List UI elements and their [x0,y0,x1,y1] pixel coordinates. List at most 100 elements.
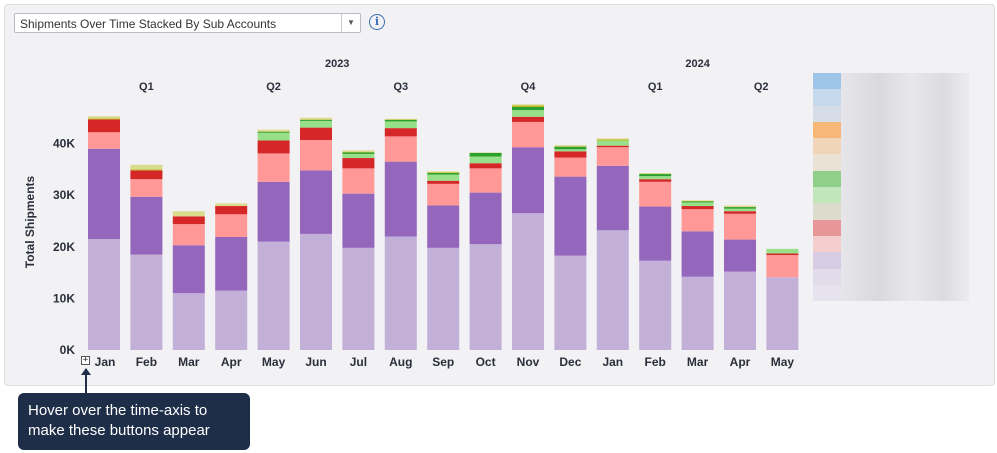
bar-segment [257,131,290,133]
legend-item[interactable] [813,235,969,253]
x-tick-label: Oct [476,355,496,369]
bar-segment [300,119,332,120]
bar-segment [639,179,672,182]
legend-item[interactable] [813,154,969,171]
legend-swatch [813,121,841,139]
bar-segment [384,236,417,350]
legend-swatch [813,268,841,285]
legend-label-redacted [841,252,969,269]
bar-segment [384,118,417,120]
bar-segment [342,151,375,153]
bar-segment [172,216,205,225]
year-label: 2023 [325,58,349,70]
bar-segment [427,247,460,350]
bar-segment [342,168,375,194]
bar-segment [512,104,544,106]
bar-segment [512,116,544,122]
quarter-label: Q2 [754,81,769,93]
legend-swatch [813,138,841,155]
y-tick-label: 40K [53,137,75,151]
chevron-down-icon[interactable]: ▼ [341,14,360,32]
bar-segment [724,211,756,214]
x-tick-label: Mar [178,355,200,369]
help-tooltip: Hover over the time-axis to make these b… [18,393,250,450]
bar-segment [596,140,629,146]
bar-segment [469,156,502,164]
bar-segment [554,146,587,150]
legend-item[interactable] [813,73,969,90]
bar-segment [88,118,120,120]
x-tick-label: Jul [350,355,367,369]
bar-segment [342,152,375,154]
bar-segment [130,164,163,170]
bar-segment [512,110,544,117]
quarter-label: Q1 [139,81,154,93]
x-tick-label: Apr [221,355,242,369]
x-tick-label: Jun [305,355,326,369]
bar-segment [766,253,799,256]
bar-segment [427,183,460,206]
bar-segment [554,151,587,158]
legend-item[interactable] [813,187,969,204]
legend-item[interactable] [813,121,969,139]
bar-segment [724,208,756,212]
legend-label-redacted [841,138,969,155]
bar-segment [469,163,502,169]
chart-type-select[interactable]: Shipments Over Time Stacked By Sub Accou… [14,13,361,33]
bar-segment [130,196,163,255]
legend-item[interactable] [813,138,969,155]
bar-segment [384,128,417,137]
bar-segment [300,233,332,350]
bar-segment [724,239,756,272]
x-tick-label: Feb [645,355,666,369]
bar-segment [639,176,672,180]
legend-item[interactable] [813,170,969,188]
bar-segment [172,224,205,246]
legend-item[interactable] [813,284,969,302]
bar-segment [215,203,248,207]
legend-item[interactable] [813,203,969,220]
bar-segment [88,239,120,350]
tooltip-pointer-line [85,374,87,393]
bar-segment [469,192,502,245]
x-tick-label: Feb [136,355,157,369]
legend-swatch [813,284,841,302]
bar-segment [384,119,417,120]
bar-segment [172,245,205,294]
quarter-label: Q1 [648,81,663,93]
bar-segment [257,153,290,182]
quarter-label: Q2 [266,81,281,93]
info-icon[interactable]: i [369,14,385,30]
bar-segment [639,260,672,350]
legend-item[interactable] [813,268,969,285]
bar-segment [342,158,375,169]
legend-item[interactable] [813,252,969,269]
bar-segment [172,293,205,350]
expand-icon[interactable]: + [81,355,90,365]
y-axis-title: Total Shipments [23,175,37,268]
quarter-label: Q4 [521,81,537,93]
bar-segment [681,231,714,277]
bar-segment [300,127,332,140]
bar-segment [639,206,672,261]
legend-item[interactable] [813,89,969,106]
legend-swatch [813,105,841,122]
bar-segment [469,168,502,193]
bar-segment [172,211,205,217]
bar-segment [596,165,629,231]
bar-segment [130,179,163,197]
bar-segment [766,255,799,278]
bar-segment [596,147,629,166]
bar-segment [215,236,248,291]
bar-segment [384,136,417,162]
legend-item[interactable] [813,219,969,236]
bar-segment [724,207,756,209]
legend-label-redacted [841,203,969,220]
bar-segment [554,176,587,256]
x-tick-label: Jan [95,355,116,369]
bar-segment [596,145,629,148]
bar-segment [469,244,502,350]
legend-item[interactable] [813,105,969,122]
bar-segment [88,116,120,119]
bar-segment [681,276,714,350]
